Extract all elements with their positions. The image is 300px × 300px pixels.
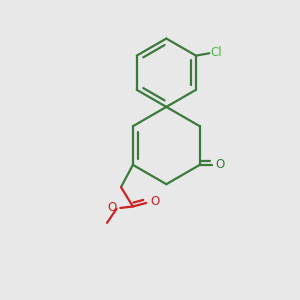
Text: O: O bbox=[151, 195, 160, 208]
Text: O: O bbox=[107, 201, 116, 214]
Text: Cl: Cl bbox=[211, 46, 222, 59]
Text: O: O bbox=[216, 158, 225, 171]
